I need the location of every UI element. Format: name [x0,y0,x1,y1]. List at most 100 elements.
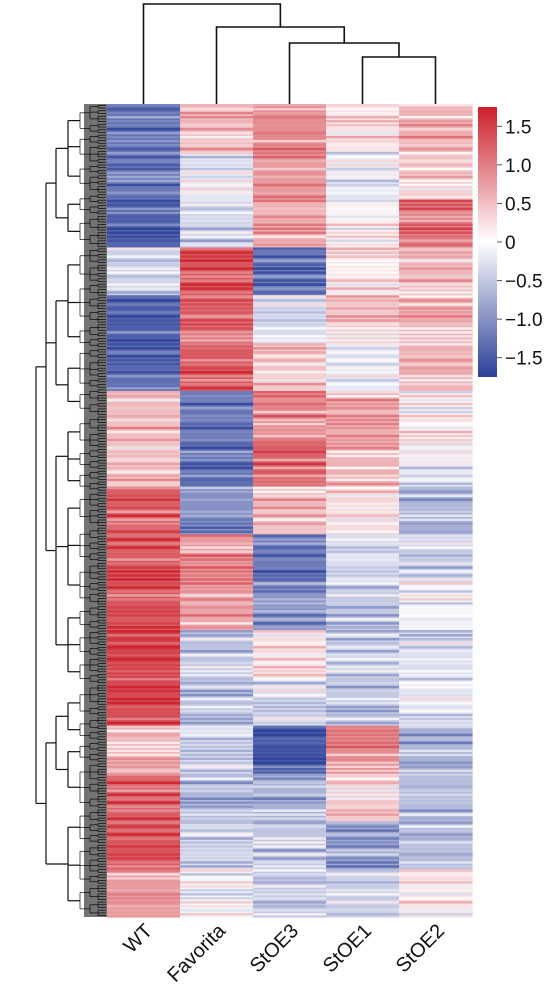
heatmap-stripe [253,239,327,242]
heatmap-stripe [253,821,327,824]
heatmap-stripe [107,558,181,561]
heatmap-stripe [253,630,327,633]
heatmap-stripe [399,649,473,653]
heatmap-stripe [180,697,254,701]
heatmap-stripe [107,753,181,757]
heatmap-stripe [107,901,181,904]
heatmap-stripe [180,773,254,777]
heatmap-stripe [399,430,473,434]
heatmap-stripe [253,889,327,892]
heatmap-stripe [180,785,254,788]
heatmap-stripe [180,721,254,725]
heatmap-stripe [180,319,254,322]
heatmap-stripe [399,865,473,868]
heatmap-stripe [253,913,327,916]
heatmap-stripe [399,394,473,398]
heatmap-stripe [253,550,327,553]
heatmap-stripe [399,777,473,781]
heatmap-stripe [253,343,327,346]
heatmap-stripe [180,733,254,737]
heatmap-stripe [326,227,400,231]
heatmap-stripe [326,183,400,187]
heatmap-stripe [253,410,327,414]
heatmap-stripe [180,570,254,573]
heatmap-stripe [326,111,400,115]
heatmap-stripe [180,155,254,159]
heatmap-stripe [107,243,181,246]
heatmap-stripe [326,594,400,597]
heatmap-stripe [326,554,400,557]
heatmap-stripe [180,458,254,462]
heatmap-stripe [253,781,327,784]
heatmap-stripe [399,897,473,900]
heatmap-stripe [399,821,473,824]
heatmap-stripe [253,127,327,131]
heatmap-stripe [253,394,327,398]
heatmap-stripe [253,183,327,187]
heatmap-stripe [326,761,400,765]
heatmap-stripe [326,104,400,107]
heatmap-stripe [107,554,181,557]
heatmap-stripe [326,566,400,569]
heatmap-stripe [253,618,327,621]
heatmap-stripe [107,275,181,278]
heatmap-stripe [180,705,254,709]
heatmap-stripe [180,390,254,394]
heatmap-stripe [253,626,327,629]
heatmap-stripe [326,355,400,358]
heatmap-stripe [326,765,400,769]
heatmap-stripe [180,295,254,298]
heatmap-stripe [107,199,181,203]
heatmap-stripe [180,454,254,458]
heatmap-stripe [180,897,254,900]
heatmap-stripe [107,514,181,517]
heatmap-stripe [253,179,327,183]
heatmap-stripe [399,586,473,589]
heatmap-stripe [107,594,181,597]
heatmap-stripe [326,195,400,199]
heatmap-stripe [107,877,181,880]
heatmap-stripe [107,454,181,458]
heatmap-stripe [399,490,473,494]
heatmap-stripe [399,263,473,266]
heatmap-stripe [326,402,400,406]
heatmap-stripe [253,793,327,796]
heatmap-stripe [253,642,327,645]
heatmap-stripe [253,749,327,753]
heatmap-stripe [399,737,473,741]
heatmap-stripe [107,363,181,366]
heatmap-stripe [107,422,181,426]
heatmap-stripe [107,295,181,298]
dendrogram-branch [142,3,282,104]
heatmap-stripe [107,697,181,701]
heatmap-stripe [180,749,254,753]
heatmap-stripe [107,853,181,856]
heatmap-stripe [326,905,400,908]
heatmap-stripe [399,873,473,876]
heatmap-stripe [253,865,327,868]
heatmap-stripe [180,279,254,282]
heatmap-stripe [326,657,400,661]
heatmap-stripe [180,729,254,733]
heatmap-stripe [326,163,400,167]
heatmap-stripe [180,462,254,466]
heatmap-stripe [253,203,327,207]
heatmap-stripe [326,749,400,753]
heatmap-stripe [253,777,327,781]
heatmap-stripe [326,151,400,155]
heatmap-stripe [326,502,400,506]
heatmap-stripe [326,717,400,721]
heatmap-stripe [253,558,327,561]
heatmap-stripe [326,235,400,239]
heatmap-stripe [399,885,473,888]
heatmap-stripe [180,781,254,784]
heatmap-stripe [253,725,327,729]
heatmap-stripe [326,586,400,589]
heatmap-stripe [107,582,181,585]
heatmap-stripe [253,207,327,211]
heatmap-stripe [326,410,400,414]
heatmap-stripe [253,905,327,908]
heatmap-stripe [399,219,473,223]
heatmap-stripe [326,869,400,872]
heatmap-stripe [180,566,254,569]
